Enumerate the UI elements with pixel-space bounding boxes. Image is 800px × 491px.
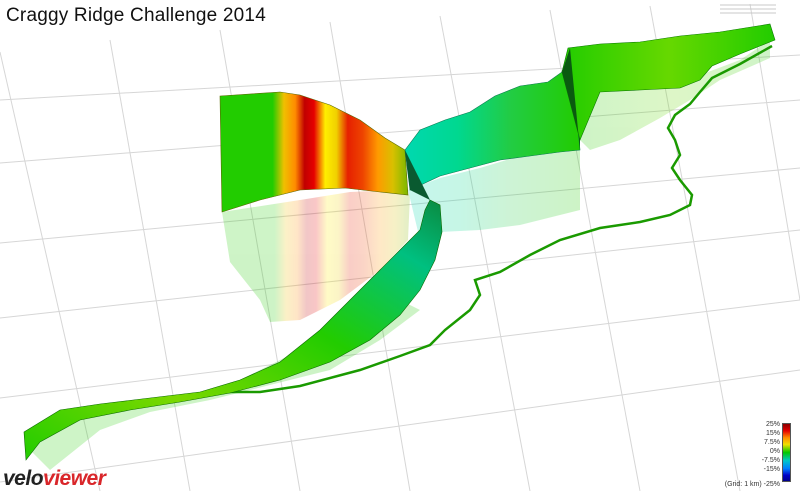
logo-part-velo: velo <box>3 467 44 490</box>
page-title: Craggy Ridge Challenge 2014 <box>6 5 266 26</box>
shadow-mid <box>408 140 580 240</box>
gradient-legend: 25% 15% 7.5% 0% -7.5% -15% (Grid: 1 km) … <box>725 420 794 488</box>
grid-line <box>0 369 800 483</box>
legend-label: -25% <box>763 481 780 488</box>
grid-line <box>109 39 191 491</box>
legend-label: -7.5% <box>761 457 780 465</box>
grid-line <box>439 15 531 491</box>
legend-label: 15% <box>765 430 780 438</box>
grid-line <box>0 299 800 399</box>
shadow-top <box>580 40 770 150</box>
legend-label: -15% <box>763 466 780 474</box>
route-ribbon-ridge <box>561 23 776 141</box>
legend-labels: 25% 15% 7.5% 0% -7.5% -15% <box>762 420 780 475</box>
legend-color-bar <box>782 423 791 482</box>
toolbar-options-icon[interactable] <box>718 3 778 17</box>
legend-label: 0% <box>769 448 780 456</box>
route-ribbon-steep-climb <box>219 91 409 213</box>
legend-label: 25% <box>765 421 780 428</box>
ribbon-edge <box>562 48 580 150</box>
route-ground-trace <box>218 44 773 394</box>
legend-grid-note: (Grid: 1 km) -25% <box>725 481 780 488</box>
logo-part-viewer: viewer <box>43 467 106 490</box>
grid-scale-note: (Grid: 1 km) <box>724 481 762 488</box>
shadow-peak <box>222 190 410 322</box>
veloviewer-logo[interactable]: veloviewer <box>3 467 106 491</box>
ribbon-edge <box>405 150 440 205</box>
legend-label: 7.5% <box>764 439 780 447</box>
